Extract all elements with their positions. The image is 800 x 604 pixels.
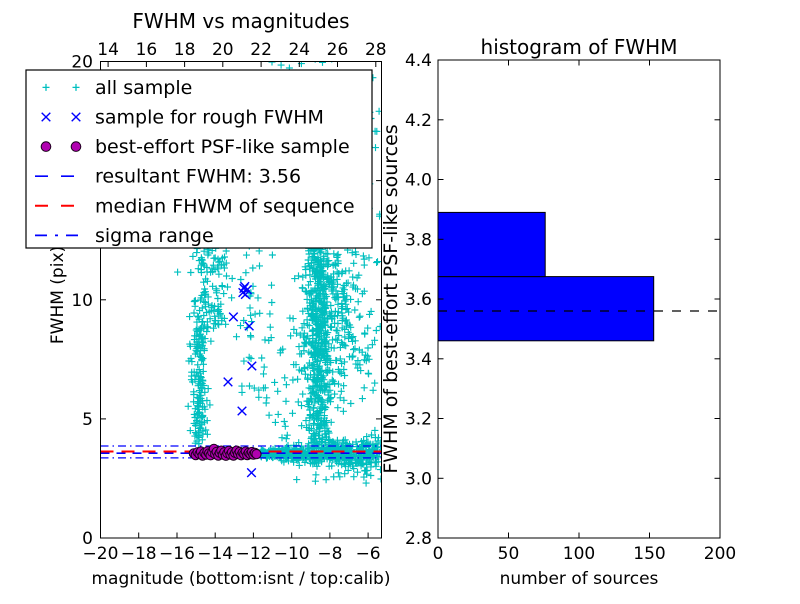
tick-label: 3.4 — [405, 350, 432, 370]
tick-label: −18 — [121, 544, 157, 564]
scatter-psf-like-sample — [188, 443, 262, 461]
legend-circle-icon — [40, 141, 82, 152]
tick-label: 16 — [136, 40, 158, 60]
legend-label: sample for rough FWHM — [95, 107, 324, 129]
tick-label: 26 — [327, 40, 349, 60]
tick-label: −8 — [317, 544, 342, 564]
tick-label: 2.8 — [405, 529, 432, 549]
right-plot: 0 50 100 150 2002.83.03.23.43.63.84.04.24.4 … — [380, 35, 736, 589]
tick-label: 3.0 — [405, 469, 432, 489]
tick-label: −20 — [83, 544, 119, 564]
tick-label: 10 — [71, 291, 93, 311]
tick-label: −14 — [197, 544, 233, 564]
left-plot-ticks: −20 −18 −16 −14 −12 −10 −8 −6 14 16 18 20 22 24 26 28 0 5… — [71, 40, 386, 564]
tick-label: 4.0 — [405, 171, 432, 191]
right-plot-title: histogram of FWHM — [481, 35, 678, 59]
legend-label: sigma range — [95, 225, 214, 247]
tick-label: 100 — [563, 544, 595, 564]
legend: all sample sample for rough FWHM best-effo… — [25, 69, 373, 249]
tick-label: 150 — [633, 544, 665, 564]
tick-label: −6 — [356, 544, 381, 564]
tick-label: 20 — [212, 40, 234, 60]
left-plot-ylabel: FWHM (pix) — [48, 246, 68, 344]
tick-label: −12 — [235, 544, 271, 564]
tick-label: −10 — [274, 544, 310, 564]
tick-label: 50 — [498, 544, 520, 564]
tick-label: 20 — [71, 53, 93, 73]
legend-label: resultant FWHM: 3.56 — [95, 166, 301, 188]
right-plot-ylabel: FWHM of best-effort PSF-like sources — [380, 124, 402, 473]
legend-label: median FHWM of sequence — [95, 195, 355, 217]
tick-label: 3.6 — [405, 290, 432, 310]
left-plot-xlabel: magnitude (bottom:isnt / top:calib) — [92, 569, 391, 589]
histogram-bar — [438, 211, 546, 278]
right-plot-ticks: 0 50 100 150 200 2.8 3.0 3.2 3.4 3.6 3.8 4.0 4.2 4.4 — [405, 51, 736, 564]
tick-label: −16 — [159, 544, 195, 564]
tick-label: 0 — [433, 544, 444, 564]
legend-box — [25, 69, 373, 249]
tick-label: 14 — [97, 40, 119, 60]
legend-label: best-effort PSF-like sample — [95, 136, 350, 158]
tick-label: 3.8 — [405, 230, 432, 250]
legend-label: all sample — [95, 77, 192, 99]
tick-label: 5 — [82, 410, 93, 430]
tick-label: 18 — [174, 40, 196, 60]
histogram-bars — [438, 211, 655, 342]
tick-label: 3.2 — [405, 410, 432, 430]
tick-label: 22 — [250, 40, 272, 60]
tick-label: 28 — [365, 40, 387, 60]
histogram-bar — [438, 276, 655, 342]
left-plot-title: FWHM vs magnitudes — [132, 9, 349, 33]
tick-label: 200 — [704, 544, 736, 564]
tick-label: 24 — [288, 40, 310, 60]
tick-label: 0 — [82, 529, 93, 549]
right-plot-xlabel: number of sources — [500, 569, 659, 589]
tick-label: 4.4 — [405, 51, 432, 71]
tick-label: 4.2 — [405, 111, 432, 131]
left-plot: −20 −18 −16 −14 −12 −10 −8 −6 14 16 18 20 22 24 26 28 0 5… — [25, 9, 391, 589]
